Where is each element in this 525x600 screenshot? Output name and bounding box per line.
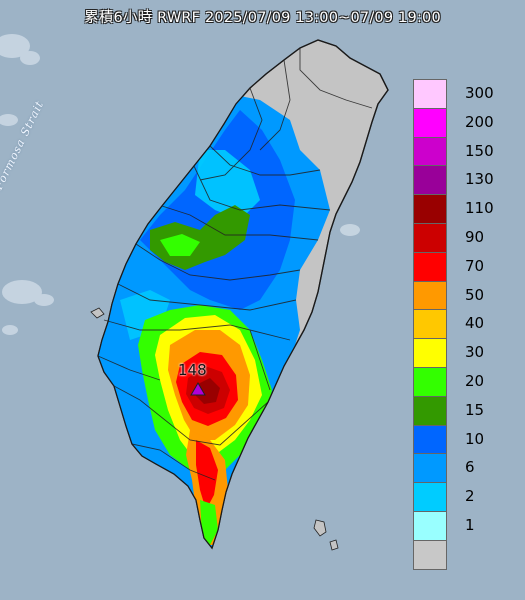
legend-swatch bbox=[413, 511, 447, 541]
legend-label: 90 bbox=[465, 228, 485, 246]
legend-swatch bbox=[413, 107, 447, 138]
legend-swatch bbox=[413, 194, 447, 224]
legend-swatch bbox=[413, 338, 447, 368]
legend-label: 10 bbox=[465, 429, 485, 448]
legend-label: 110 bbox=[465, 199, 494, 218]
legend-label: 6 bbox=[465, 458, 475, 477]
rainfall-legend: 300 200 150 130 110 90 70 50 40 30 20 15 10 6 2 1 bbox=[413, 79, 518, 571]
legend-swatch bbox=[413, 453, 447, 484]
legend-label: 30 bbox=[465, 343, 485, 362]
legend-label: 2 bbox=[465, 487, 475, 506]
legend-swatch bbox=[413, 309, 447, 340]
legend-label: 1 bbox=[465, 516, 475, 534]
map-title: 累積6小時 RWRF 2025/07/09 13:00~07/09 19:00 bbox=[84, 10, 441, 26]
max-rainfall-value: 148 bbox=[178, 361, 207, 379]
legend-label: 150 bbox=[465, 141, 494, 160]
legend-swatch bbox=[413, 280, 447, 311]
legend-swatch bbox=[413, 79, 447, 109]
legend-swatch bbox=[413, 395, 447, 426]
legend-label: 200 bbox=[465, 112, 494, 131]
legend-label: 130 bbox=[465, 170, 494, 189]
legend-swatch bbox=[413, 539, 447, 570]
legend-swatch bbox=[413, 367, 447, 397]
legend-swatch bbox=[413, 223, 447, 253]
legend-label: 300 bbox=[465, 84, 494, 102]
legend-label: 15 bbox=[465, 400, 485, 419]
legend-label: 50 bbox=[465, 285, 485, 304]
legend-swatch bbox=[413, 136, 447, 167]
legend-swatch bbox=[413, 251, 447, 282]
max-station-marker-icon bbox=[190, 382, 206, 396]
legend-swatch bbox=[413, 165, 447, 196]
legend-label: 70 bbox=[465, 256, 485, 275]
legend-swatch bbox=[413, 482, 447, 512]
legend-label: 20 bbox=[465, 372, 485, 390]
legend-swatch bbox=[413, 424, 447, 455]
legend-label: 40 bbox=[465, 314, 485, 333]
